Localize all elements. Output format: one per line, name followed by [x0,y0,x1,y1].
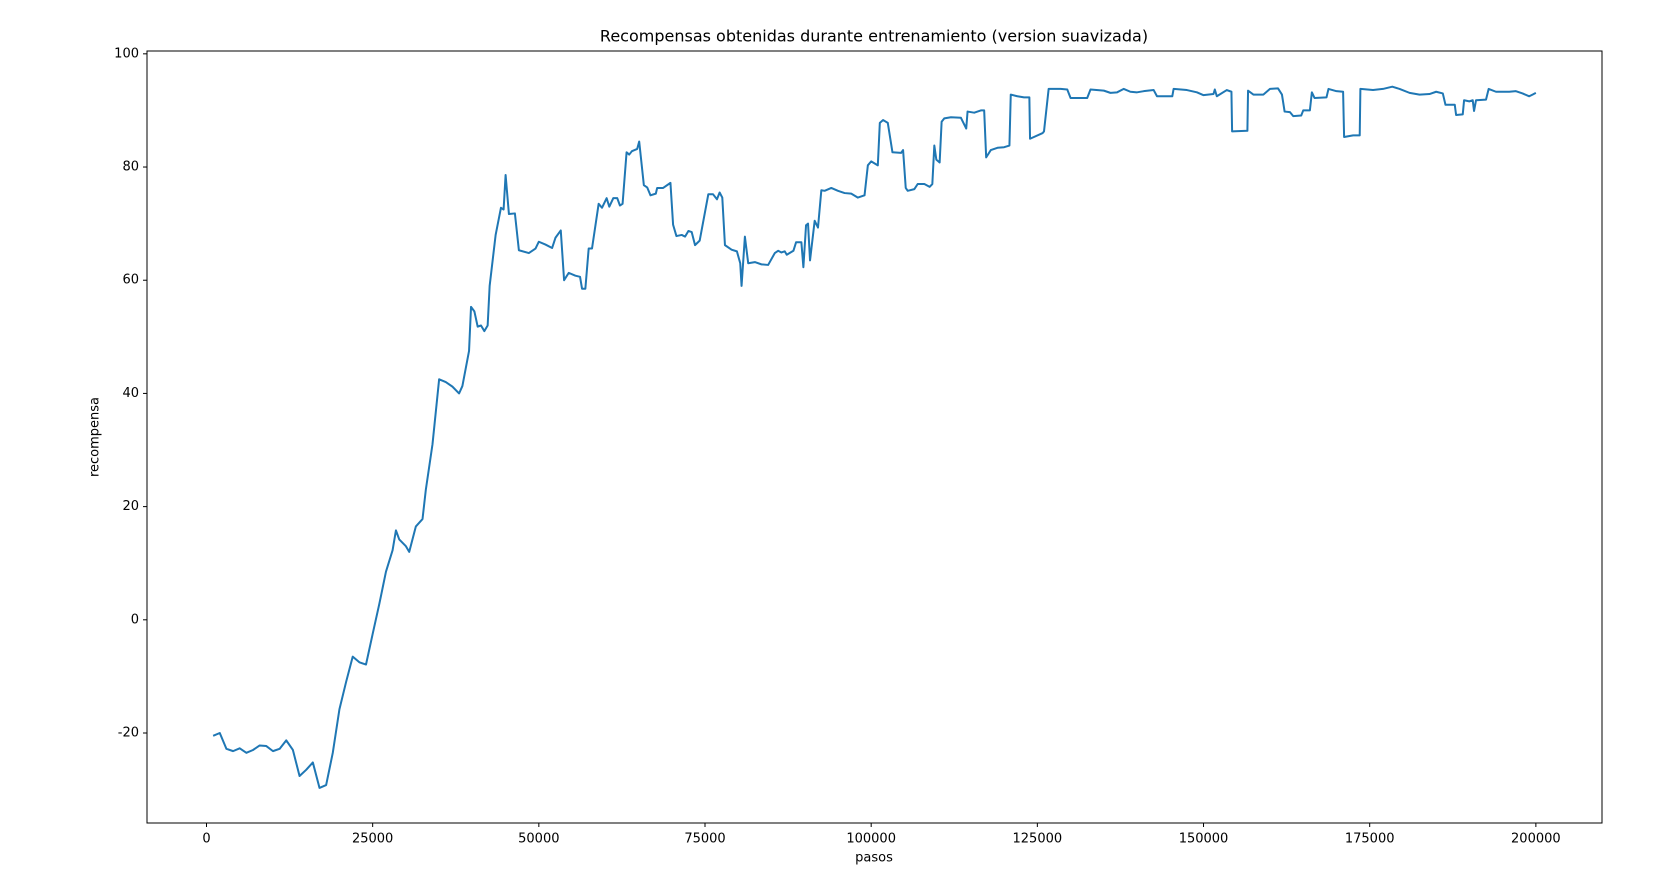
x-tick-label: 200000 [1511,832,1561,847]
chart-title: Recompensas obtenidas durante entrenamie… [600,27,1148,46]
y-tick-label: 80 [122,160,139,175]
y-tick-label: 0 [131,612,139,627]
plot-frame [146,50,1603,824]
y-tick-label: 20 [122,499,139,514]
x-axis-label: pasos [855,851,893,866]
x-tick-label: 150000 [1179,832,1229,847]
x-tick-label: 75000 [684,832,725,847]
y-tick-label: -20 [118,726,139,741]
x-tick-label: 100000 [846,832,896,847]
x-tick-label: 175000 [1345,832,1395,847]
data-line [212,85,1537,789]
y-tick-label: 100 [114,46,139,61]
x-tick-label: 25000 [352,832,393,847]
x-tick-label: 125000 [1013,832,1063,847]
x-tick-label: 0 [202,832,210,847]
y-tick-label: 40 [122,386,139,401]
x-tick-label: 50000 [518,832,559,847]
y-axis-label: recompensa [88,397,103,477]
y-tick-label: 60 [122,273,139,288]
